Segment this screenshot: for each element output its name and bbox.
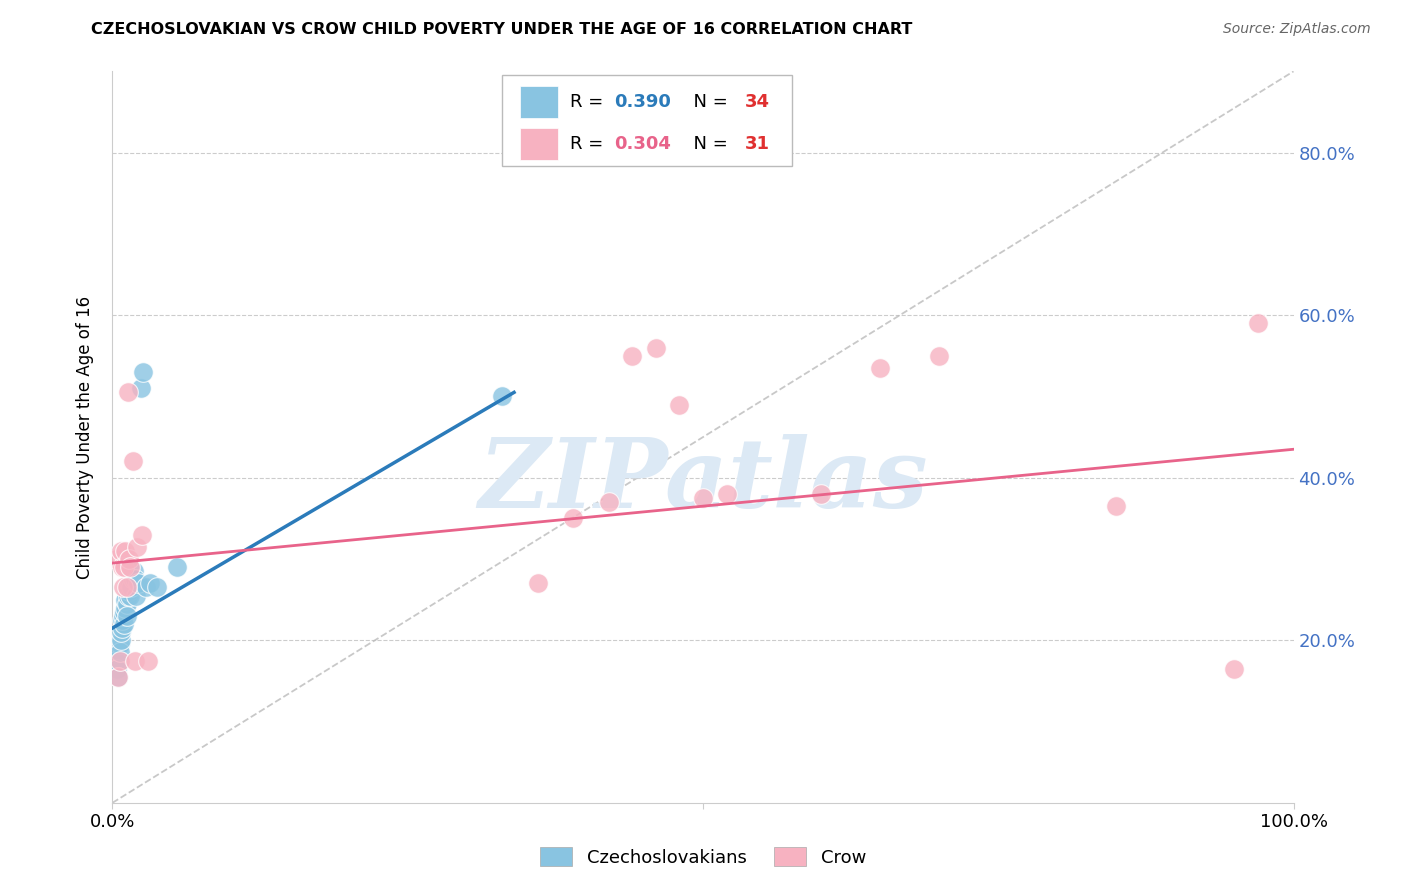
Point	[108, 645, 131, 659]
Point	[132, 365, 155, 379]
Point	[621, 349, 644, 363]
Point	[716, 487, 738, 501]
Point	[112, 617, 135, 632]
Point	[562, 511, 585, 525]
Point	[105, 654, 128, 668]
Point	[117, 589, 139, 603]
Point	[1247, 316, 1270, 330]
Point	[110, 544, 132, 558]
Point	[110, 633, 132, 648]
Point	[118, 584, 141, 599]
Point	[111, 621, 134, 635]
Point	[118, 552, 141, 566]
Point	[115, 581, 138, 595]
Point	[526, 576, 548, 591]
Point	[135, 581, 157, 595]
Point	[136, 654, 159, 668]
Point	[120, 560, 142, 574]
Text: R =: R =	[569, 136, 609, 153]
FancyBboxPatch shape	[520, 128, 558, 161]
Point	[121, 572, 143, 586]
Text: N =: N =	[682, 94, 734, 112]
Point	[598, 495, 620, 509]
Point	[120, 581, 142, 595]
Point	[692, 491, 714, 505]
Point	[131, 527, 153, 541]
Point	[107, 670, 129, 684]
Point	[114, 544, 136, 558]
Point	[869, 361, 891, 376]
FancyBboxPatch shape	[520, 87, 558, 119]
Point	[120, 576, 142, 591]
Point	[928, 349, 950, 363]
Point	[491, 389, 513, 403]
Point	[810, 487, 832, 501]
Point	[129, 381, 152, 395]
Point	[117, 385, 139, 400]
Point	[124, 654, 146, 668]
Point	[122, 564, 145, 578]
Point	[644, 341, 666, 355]
Point	[139, 576, 162, 591]
Text: 34: 34	[744, 94, 769, 112]
Point	[127, 576, 149, 591]
Text: N =: N =	[682, 136, 734, 153]
Point	[1105, 499, 1128, 513]
Point	[105, 662, 128, 676]
Point	[124, 572, 146, 586]
Point	[117, 581, 139, 595]
Point	[125, 589, 148, 603]
Text: 0.304: 0.304	[614, 136, 671, 153]
Text: 31: 31	[744, 136, 769, 153]
Point	[120, 589, 142, 603]
Point	[146, 581, 169, 595]
Point	[115, 597, 138, 611]
Point	[112, 605, 135, 619]
Point	[111, 560, 134, 574]
Point	[108, 637, 131, 651]
Point	[115, 608, 138, 623]
Point	[107, 670, 129, 684]
Point	[127, 540, 149, 554]
Legend: Czechoslovakians, Crow: Czechoslovakians, Crow	[533, 840, 873, 874]
Text: 0.390: 0.390	[614, 94, 671, 112]
Point	[112, 560, 135, 574]
FancyBboxPatch shape	[502, 75, 792, 167]
Point	[121, 454, 143, 468]
Point	[668, 398, 690, 412]
Text: Source: ZipAtlas.com: Source: ZipAtlas.com	[1223, 22, 1371, 37]
Point	[105, 552, 128, 566]
Text: ZIPatlas: ZIPatlas	[478, 434, 928, 528]
Y-axis label: Child Poverty Under the Age of 16: Child Poverty Under the Age of 16	[76, 295, 94, 579]
Point	[108, 654, 131, 668]
Point	[112, 608, 135, 623]
Text: R =: R =	[569, 94, 609, 112]
Point	[111, 613, 134, 627]
Point	[112, 581, 135, 595]
Point	[114, 600, 136, 615]
Text: CZECHOSLOVAKIAN VS CROW CHILD POVERTY UNDER THE AGE OF 16 CORRELATION CHART: CZECHOSLOVAKIAN VS CROW CHILD POVERTY UN…	[91, 22, 912, 37]
Point	[1223, 662, 1246, 676]
Point	[166, 560, 188, 574]
Point	[110, 625, 132, 640]
Point	[114, 592, 136, 607]
